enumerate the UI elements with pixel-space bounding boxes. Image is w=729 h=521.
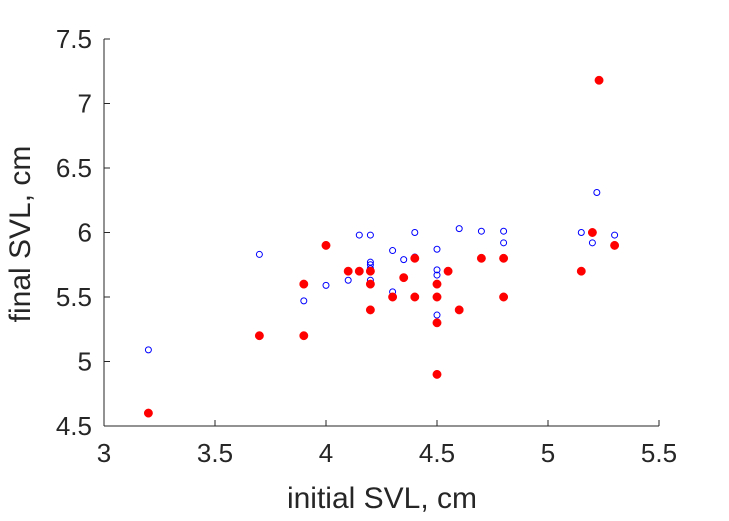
filled-point: [432, 292, 442, 302]
open-point: [400, 256, 408, 264]
filled-point: [365, 305, 375, 315]
y-axis-label: final SVL, cm: [4, 146, 37, 323]
open-point: [477, 227, 485, 235]
x-axis-label: initial SVL, cm: [287, 482, 477, 515]
filled-point: [499, 253, 509, 263]
open-point: [500, 227, 508, 235]
open-point: [255, 250, 263, 258]
filled-point: [432, 279, 442, 289]
x-tick-label: 3.5: [197, 438, 233, 468]
open-point: [144, 346, 152, 354]
open-point: [433, 266, 441, 274]
filled-point: [388, 292, 398, 302]
open-point: [411, 229, 419, 236]
filled-point: [476, 253, 486, 263]
open-point: [433, 245, 441, 253]
y-tick-label: 5: [78, 347, 92, 377]
filled-point: [610, 240, 620, 250]
data-points: [143, 75, 620, 418]
y-tick-label: 6: [78, 218, 92, 248]
series-2: [143, 75, 620, 418]
filled-point: [343, 266, 353, 276]
filled-point: [594, 75, 604, 85]
open-point: [322, 281, 330, 289]
filled-point: [499, 292, 509, 302]
open-point: [344, 276, 352, 284]
x-tick-label: 4: [319, 438, 333, 468]
y-tick-label: 5.5: [56, 282, 92, 312]
filled-point: [399, 273, 409, 283]
filled-point: [143, 408, 153, 418]
filled-point: [410, 253, 420, 263]
filled-point: [576, 266, 586, 276]
open-point: [355, 231, 363, 239]
open-point: [389, 247, 397, 255]
filled-point: [365, 279, 375, 289]
series-1: [144, 189, 619, 354]
y-tick-label: 4.5: [56, 411, 92, 441]
y-tick-label: 6.5: [56, 153, 92, 183]
y-tick-label: 7: [78, 89, 92, 119]
open-point: [433, 271, 441, 279]
filled-point: [454, 305, 464, 315]
filled-point: [432, 369, 442, 379]
filled-point: [365, 266, 375, 276]
open-point: [300, 297, 308, 305]
open-point: [366, 231, 374, 239]
x-tick-label: 5.5: [641, 438, 677, 468]
filled-point: [443, 266, 453, 276]
x-tick-label: 5: [541, 438, 555, 468]
filled-point: [299, 331, 309, 341]
filled-point: [254, 331, 264, 341]
axes: 3 3.5 4 4.5 5 5.5 4.5 5 5.5 6 6.5 7 7.5: [56, 24, 677, 468]
filled-point: [354, 266, 364, 276]
open-point: [500, 239, 508, 247]
open-point: [577, 229, 585, 236]
x-tick-label: 3: [97, 438, 111, 468]
filled-point: [321, 240, 331, 250]
open-point: [588, 239, 596, 247]
x-tick-label: 4.5: [419, 438, 455, 468]
open-point: [455, 225, 463, 233]
filled-point: [410, 292, 420, 302]
open-point: [593, 189, 601, 197]
filled-point: [432, 318, 442, 328]
filled-point: [587, 228, 597, 237]
y-tick-label: 7.5: [56, 24, 92, 54]
open-point: [611, 231, 619, 239]
filled-point: [299, 279, 309, 289]
open-point: [433, 311, 441, 319]
